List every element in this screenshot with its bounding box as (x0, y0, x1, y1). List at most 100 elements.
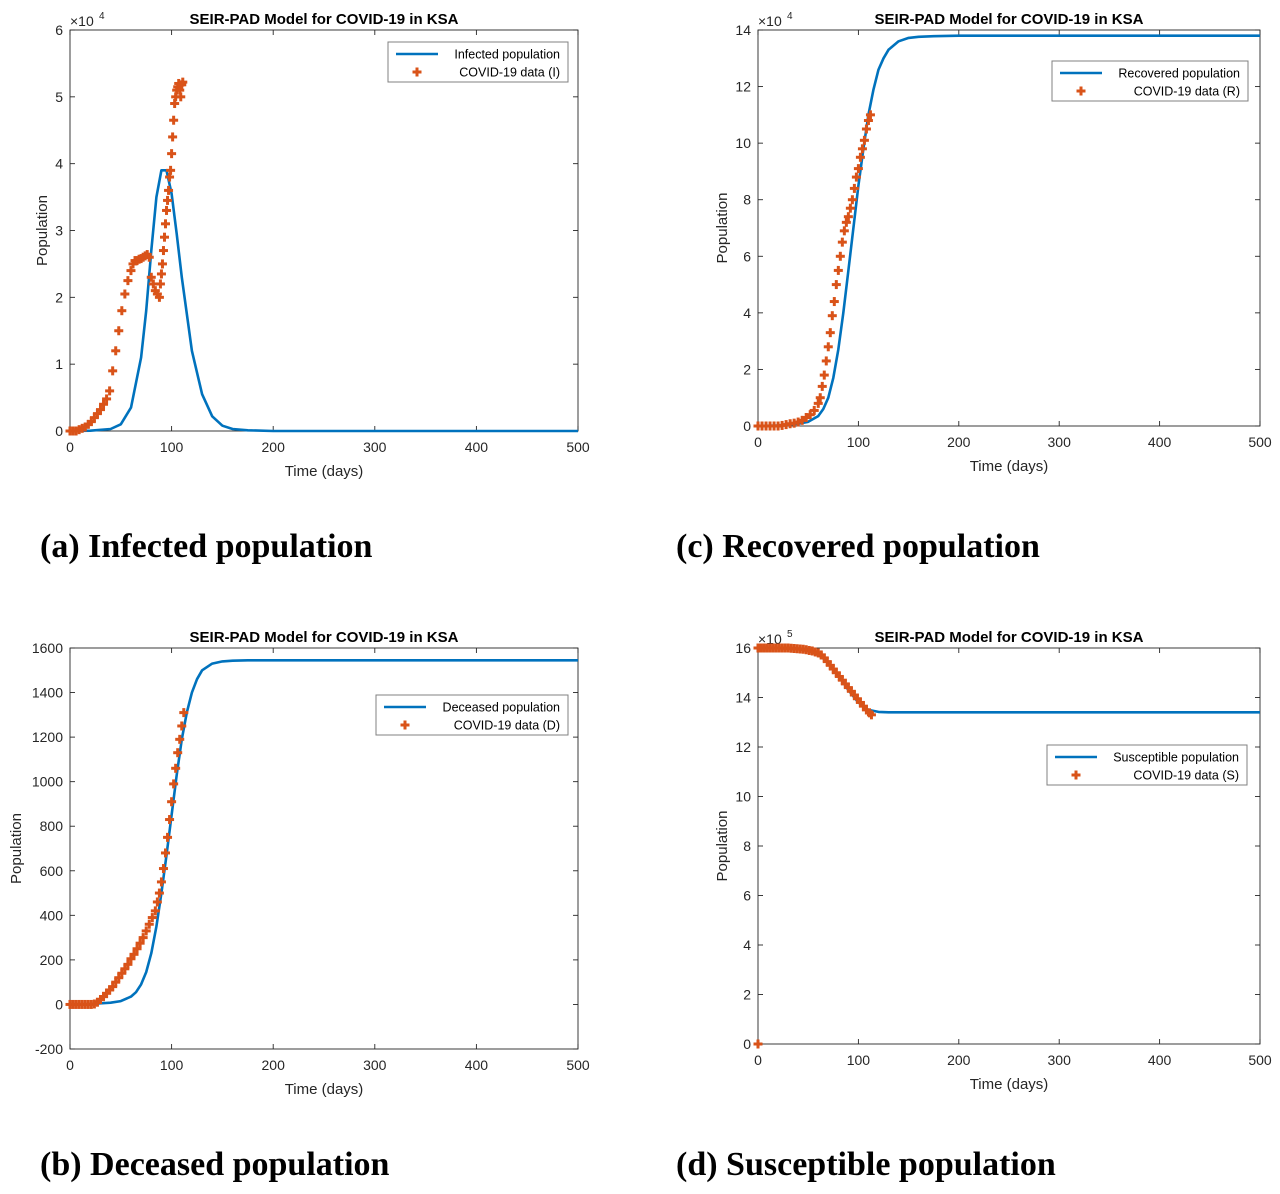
data-point (155, 279, 165, 289)
legend-swatch-marker (400, 720, 410, 730)
data-point (105, 386, 115, 396)
data-point (168, 132, 178, 142)
y-tick-label: 2 (55, 289, 63, 305)
legend-label: Recovered population (1118, 67, 1240, 81)
legend-b: Deceased population COVID-19 data (D) (375, 694, 569, 736)
data-point (111, 346, 121, 356)
y-tick-label: 600 (40, 863, 64, 879)
legend-label: COVID-19 data (I) (459, 66, 560, 80)
data-point (169, 115, 179, 125)
y-tick-label: 5 (55, 89, 63, 105)
series-points-d (753, 643, 876, 1049)
x-tick-label: 0 (66, 439, 74, 455)
y-axis-label: Population (8, 813, 25, 884)
data-point (843, 212, 853, 222)
x-axis-label: Time (days) (285, 1081, 364, 1098)
x-tick-label: 200 (947, 434, 971, 450)
data-point (863, 116, 873, 126)
y-tick-label: 3 (55, 223, 63, 239)
data-point (815, 393, 825, 403)
data-point (849, 183, 859, 193)
plot-area (69, 29, 579, 432)
y-tick-label: 10 (735, 789, 751, 805)
data-point (753, 1039, 763, 1049)
data-point (154, 888, 164, 898)
legend-label: Infected population (454, 48, 560, 62)
data-point (99, 399, 109, 409)
data-point (114, 326, 124, 336)
data-point (817, 381, 827, 391)
x-tick-label: 0 (754, 434, 762, 450)
series-line-a (69, 169, 578, 433)
chart-c: 0 100 200 300 400 500 0 2 4 6 8 10 12 14 ×10 4 SEIR-PAD … (714, 11, 1272, 475)
x-tick-label: 500 (1248, 434, 1272, 450)
data-point (166, 165, 176, 175)
data-point (156, 269, 166, 279)
data-point (173, 748, 183, 758)
y-tick-label: 0 (743, 418, 751, 434)
data-point (859, 135, 869, 145)
data-point (164, 185, 174, 195)
data-point (157, 259, 167, 269)
y-axis-label: Population (714, 193, 731, 264)
caption-c: (c) Recovered population (676, 528, 1040, 565)
data-point (831, 280, 841, 290)
data-point (150, 906, 160, 916)
legend-swatch-marker (1076, 86, 1086, 96)
data-point (829, 297, 839, 307)
data-point (163, 195, 173, 205)
data-point (169, 779, 179, 789)
x-tick-label: 200 (262, 1057, 286, 1073)
y-tick-label: 12 (735, 739, 751, 755)
data-point (865, 110, 875, 120)
axis-exponent: ×10 5 (758, 629, 793, 647)
y-axis-label: Population (714, 811, 731, 882)
data-point (167, 149, 177, 159)
data-point (823, 342, 833, 352)
data-point (120, 289, 130, 299)
data-point (95, 405, 105, 415)
y-tick-label: 6 (743, 888, 751, 904)
x-tick-label: 400 (1148, 434, 1172, 450)
data-point (144, 919, 154, 929)
data-point (123, 959, 133, 969)
legend-d: Susceptible population COVID-19 data (S) (1046, 744, 1248, 786)
data-point (126, 266, 136, 276)
caption-a: (a) Infected population (40, 528, 373, 565)
legend-label: Susceptible population (1113, 751, 1239, 765)
data-point (179, 708, 189, 718)
x-tick-label: 0 (754, 1052, 762, 1068)
chart-a: 0 100 200 300 400 500 0 1 2 3 4 5 6 ×10 4 SEIR-PAD Mode… (34, 11, 590, 480)
data-point (108, 366, 118, 376)
axis-exponent-base: ×10 (758, 13, 782, 29)
data-point (866, 710, 876, 720)
y-tick-label: 14 (735, 690, 751, 706)
y-tick-label: 2 (743, 361, 751, 377)
y-tick-label: 6 (743, 248, 751, 264)
legend-label: COVID-19 data (S) (1133, 769, 1239, 783)
y-tick-label: 16 (735, 640, 751, 656)
series-points-b (65, 708, 189, 1009)
data-point (855, 152, 865, 162)
legend-c: Recovered population COVID-19 data (R) (1051, 60, 1249, 102)
x-tick-label: 100 (160, 439, 184, 455)
data-point (853, 164, 863, 174)
data-point (178, 77, 188, 87)
y-tick-label: 1400 (32, 685, 63, 701)
chart-b: 0 100 200 300 400 500-20002004006008001000120… (8, 629, 590, 1098)
y-tick-label: 8 (743, 192, 751, 208)
axis-exponent-power: 4 (787, 11, 793, 22)
data-point (821, 356, 831, 366)
data-point (176, 92, 186, 102)
y-tick-label: 2 (743, 987, 751, 1003)
data-point (132, 944, 142, 954)
y-tick-label: 800 (40, 818, 64, 834)
y-tick-label: 0 (55, 996, 63, 1012)
chart-title: SEIR-PAD Model for COVID-19 in KSA (190, 11, 459, 28)
x-tick-label: 300 (1048, 434, 1072, 450)
data-point (165, 815, 175, 825)
legend-a: Infected population COVID-19 data (I) (387, 41, 569, 83)
data-point (162, 205, 172, 215)
